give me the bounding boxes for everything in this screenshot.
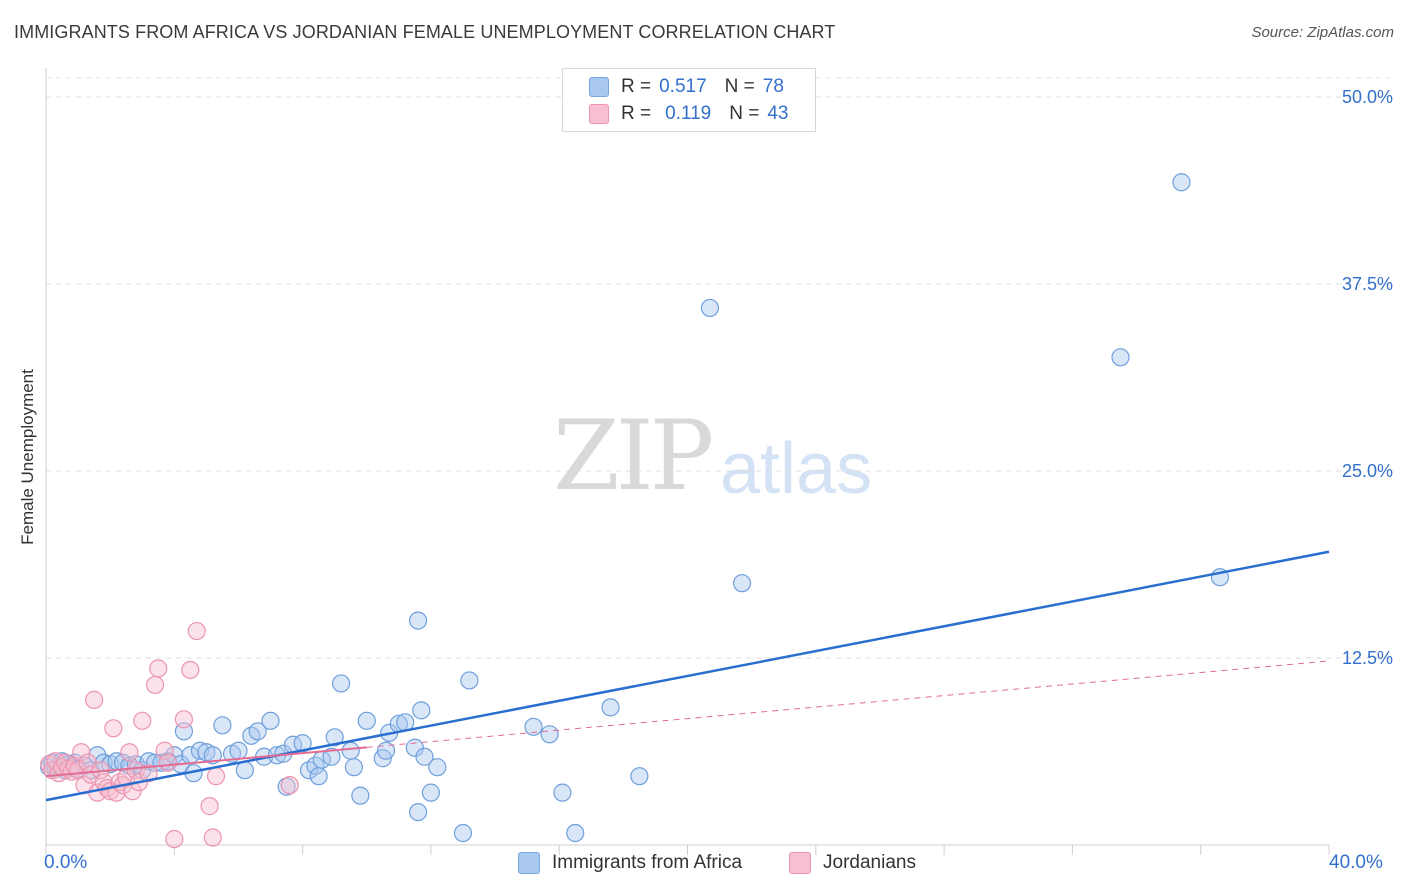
source-label: Source: ZipAtlas.com <box>1251 24 1394 41</box>
africa-point <box>344 758 364 777</box>
africa-point <box>630 767 649 786</box>
africa-point <box>566 823 585 843</box>
africa-point <box>341 741 360 760</box>
y-tick-label: 12.5% <box>1342 648 1393 668</box>
x-tick-max: 40.0% <box>1329 852 1383 873</box>
africa-point <box>732 574 752 593</box>
jordanian-point <box>206 767 226 786</box>
jordanian-point <box>120 743 139 762</box>
jordanian-point <box>139 764 158 783</box>
jordanian-point <box>200 797 219 816</box>
jordanian-point <box>280 776 299 795</box>
jordanian-point <box>187 621 206 641</box>
legend-item-jordanians[interactable]: Jordanians <box>789 852 916 874</box>
africa-point <box>357 711 376 730</box>
watermark-zip: ZIP <box>553 400 714 512</box>
watermark-atlas: atlas <box>720 429 873 509</box>
jordanian-point <box>158 753 177 772</box>
africa-point <box>700 298 720 318</box>
jordanian-point <box>133 711 152 730</box>
jordanian-trend-line <box>45 746 367 778</box>
jordanian-point <box>181 660 200 680</box>
chart-title: IMMIGRANTS FROM AFRICA VS JORDANIAN FEMA… <box>14 22 836 42</box>
legend-item-africa[interactable]: Immigrants from Africa <box>518 852 742 874</box>
africa-point <box>428 758 447 777</box>
africa-point <box>248 722 267 741</box>
africa-point <box>540 725 559 744</box>
africa-point <box>229 741 248 760</box>
africa-point <box>460 671 479 690</box>
africa-point <box>203 746 222 765</box>
jordanian-point <box>203 828 222 847</box>
africa-point <box>235 761 254 780</box>
africa-point <box>524 717 543 736</box>
legend-swatch-jordanians <box>589 104 609 124</box>
africa-point <box>325 728 344 747</box>
africa-point <box>408 611 428 630</box>
legend-label-africa: Immigrants from Africa <box>552 852 743 873</box>
legend-r-value: 0.517 <box>659 76 707 97</box>
legend-r-value: 0.119 <box>665 103 712 124</box>
africa-point <box>322 747 341 766</box>
africa-point <box>261 711 280 730</box>
legend-r-label: R = <box>621 76 652 97</box>
y-tick-label: 25.0% <box>1342 461 1393 481</box>
africa-point <box>415 747 434 766</box>
africa-point <box>213 716 232 735</box>
africa-point <box>1111 348 1130 367</box>
africa-point <box>293 734 312 753</box>
africa-point <box>309 767 328 786</box>
africa-point <box>553 783 572 802</box>
legend-swatch-africa <box>589 77 609 97</box>
africa-point <box>421 783 440 802</box>
legend-swatch-jordanians <box>789 852 811 874</box>
y-tick-label: 37.5% <box>1342 274 1393 294</box>
africa-point <box>408 802 428 822</box>
legend-n-value: 78 <box>762 76 784 97</box>
legend-row-jordanians: R = 0.119 N = 43 <box>589 102 789 126</box>
africa-point <box>601 698 620 717</box>
x-tick-min: 0.0% <box>44 852 88 873</box>
legend-n-label: N = <box>724 76 755 97</box>
africa-point <box>1172 173 1191 192</box>
jordanian-point <box>174 710 194 729</box>
correlation-legend: R = 0.517 N = 78 R = 0.119 N = 43 <box>562 68 816 132</box>
africa-point <box>351 786 370 805</box>
jordanian-point <box>145 675 165 695</box>
africa-point <box>331 674 351 693</box>
y-tick-label: 50.0% <box>1342 87 1393 107</box>
legend-label-jordanians: Jordanians <box>823 852 916 873</box>
jordanian-point <box>72 743 91 762</box>
jordanian-trend-line-dashed <box>366 660 1330 748</box>
africa-point <box>453 823 473 843</box>
jordanian-point <box>149 659 168 678</box>
legend-row-africa: R = 0.517 N = 78 <box>589 75 784 99</box>
legend-n-value: 43 <box>767 103 789 124</box>
jordanian-point <box>165 829 184 849</box>
africa-trend-line <box>45 550 1330 802</box>
jordanian-point <box>85 690 104 709</box>
jordanian-point <box>104 719 123 738</box>
series-legend: Immigrants from Africa Jordanians <box>0 852 1406 878</box>
jordanian-point <box>155 741 174 760</box>
africa-point <box>412 701 431 720</box>
legend-r-label: R = <box>621 103 652 124</box>
legend-n-label: N = <box>729 103 760 124</box>
legend-swatch-africa <box>518 852 540 874</box>
